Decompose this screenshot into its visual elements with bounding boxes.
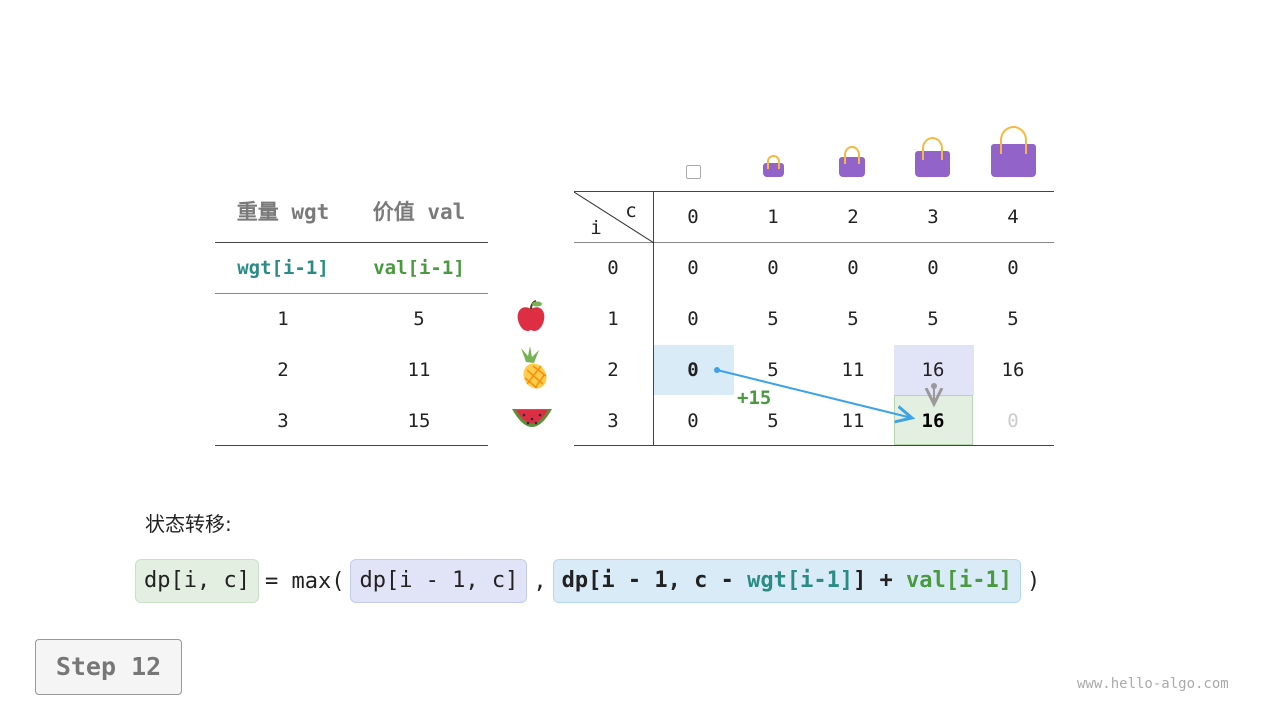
dp-cell: 5 (767, 410, 779, 432)
header-value: 价值 val (372, 200, 466, 224)
row-label: 3 (607, 410, 619, 432)
corner-capacity-label: c (625, 200, 637, 222)
item-weight: 3 (277, 410, 289, 432)
capacity-header: 3 (927, 206, 939, 228)
step-badge: Step 12 (35, 639, 182, 695)
transition-formula: dp[i, c] = max( dp[i - 1, c] , dp[i - 1,… (135, 559, 1040, 603)
divider (215, 445, 488, 446)
dp-cell: 11 (841, 359, 865, 381)
formula-close: ) (1027, 568, 1041, 594)
divider (215, 242, 488, 243)
item-value: 5 (413, 308, 425, 330)
divider (215, 293, 488, 294)
formula-max: = max( (264, 568, 345, 594)
subheader-val: val[i-1] (373, 257, 465, 279)
bag-capacity-4-icon (991, 125, 1036, 177)
row-label: 2 (607, 359, 619, 381)
formula-text: dp[i - 1, c - (561, 568, 748, 593)
capacity-header: 1 (767, 206, 779, 228)
dp-cell: 0 (927, 257, 939, 279)
dp-cell: 5 (847, 308, 859, 330)
dp-cell: 0 (687, 308, 699, 330)
row-label: 0 (607, 257, 619, 279)
item-value: 15 (407, 410, 431, 432)
divider (574, 445, 1054, 446)
divider (574, 191, 1054, 192)
dp-cell: 0 (1007, 257, 1019, 279)
formula-option-take: dp[i - 1, c - wgt[i-1]] + val[i-1] (552, 559, 1022, 603)
bag-capacity-3-icon (915, 136, 950, 177)
corner-diagonal (574, 192, 654, 244)
dp-cell: 0 (1007, 410, 1019, 432)
dp-cell: 5 (1007, 308, 1019, 330)
divider (574, 242, 1054, 243)
bag-capacity-0-icon (686, 165, 701, 179)
dp-cell: 0 (847, 257, 859, 279)
dp-cell: 16 (921, 359, 945, 381)
divider (653, 192, 654, 446)
corner-item-label: i (590, 217, 602, 239)
dp-cell: 5 (767, 308, 779, 330)
formula-text: ] + (853, 568, 907, 593)
dp-cell: 16 (921, 410, 945, 432)
dp-cell: 0 (767, 257, 779, 279)
subheader-wgt: wgt[i-1] (237, 257, 329, 279)
bag-capacity-2-icon (839, 146, 865, 177)
diagonal-arrow (716, 369, 912, 418)
pineapple-icon (521, 346, 547, 389)
capacity-header: 2 (847, 206, 859, 228)
add-value-label: +15 (737, 387, 772, 409)
apple-icon (517, 300, 545, 331)
header-weight: 重量 wgt (236, 200, 330, 224)
formula-option-skip: dp[i - 1, c] (350, 559, 528, 603)
dp-cell: 5 (927, 308, 939, 330)
formula-comma: , (533, 568, 547, 594)
formula-lhs: dp[i, c] (135, 559, 259, 603)
watermelon-icon (512, 409, 552, 427)
dp-cell: 11 (841, 410, 865, 432)
bag-capacity-1-icon (763, 155, 784, 177)
dp-cell: 0 (687, 359, 699, 381)
formula-wgt: wgt[i-1] (747, 568, 854, 593)
dp-cell: 0 (687, 410, 699, 432)
watermark: www.hello-algo.com (1077, 676, 1229, 692)
capacity-header: 0 (687, 206, 699, 228)
item-weight: 1 (277, 308, 289, 330)
dp-cell: 16 (1001, 359, 1025, 381)
item-weight: 2 (277, 359, 289, 381)
row-label: 1 (607, 308, 619, 330)
dp-cell: 0 (687, 257, 699, 279)
transition-label: 状态转移: (145, 512, 232, 536)
formula-val: val[i-1] (906, 568, 1013, 593)
capacity-header: 4 (1007, 206, 1019, 228)
item-value: 11 (407, 359, 431, 381)
dp-cell: 5 (767, 359, 779, 381)
